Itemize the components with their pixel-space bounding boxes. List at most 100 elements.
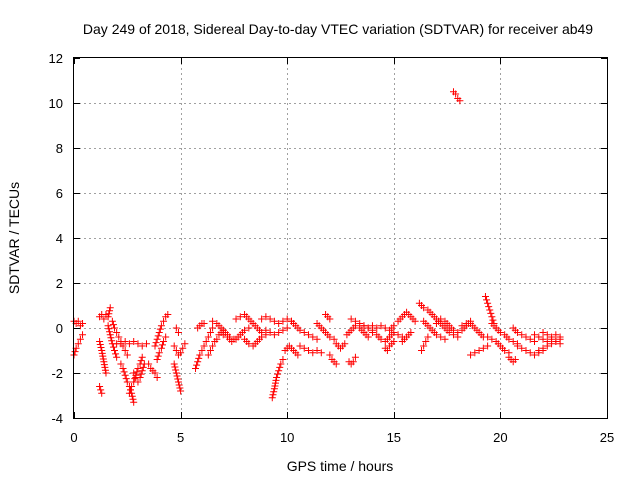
data-point — [275, 329, 283, 336]
data-point — [531, 331, 539, 339]
data-point — [206, 329, 214, 336]
data-point — [153, 356, 161, 363]
data-point — [130, 369, 138, 377]
data-point — [484, 299, 492, 307]
y-tick-label: 8 — [56, 141, 63, 156]
data-point — [115, 333, 123, 341]
data-point — [543, 331, 551, 339]
data-point — [196, 351, 204, 359]
data-point — [102, 369, 110, 377]
data-point — [458, 322, 466, 330]
data-point — [109, 343, 117, 351]
data-point — [513, 342, 521, 350]
data-point — [171, 363, 179, 371]
data-point — [364, 324, 372, 332]
x-axis-label: GPS time / hours — [287, 458, 394, 474]
data-point — [145, 360, 153, 368]
y-axis-label: SDTVAR / TECUs — [6, 182, 22, 294]
data-point — [97, 344, 105, 351]
y-tick-label: 10 — [49, 96, 63, 111]
data-point — [418, 347, 426, 354]
y-tick-label: 4 — [56, 231, 63, 246]
data-point — [309, 333, 317, 341]
data-point — [258, 333, 266, 341]
data-point — [134, 378, 142, 386]
data-point — [160, 338, 168, 345]
data-point — [269, 391, 277, 399]
data-point — [193, 361, 201, 369]
data-point — [422, 338, 430, 345]
data-point — [373, 324, 381, 332]
data-point — [511, 356, 519, 363]
data-point — [108, 317, 116, 325]
data-point — [172, 324, 180, 332]
data-point — [488, 335, 496, 343]
data-point — [381, 324, 389, 332]
data-point — [153, 335, 161, 343]
data-point — [488, 313, 496, 321]
x-tick-label: 10 — [280, 430, 294, 445]
data-point — [176, 384, 184, 392]
data-point — [120, 368, 128, 376]
data-point — [518, 344, 526, 352]
data-point — [79, 320, 87, 327]
data-point — [96, 338, 104, 345]
data-point — [531, 351, 539, 359]
data-point — [134, 340, 142, 348]
data-point — [283, 315, 291, 323]
data-point — [535, 333, 543, 341]
data-point — [539, 344, 547, 352]
data-point — [111, 324, 119, 332]
data-point — [296, 342, 304, 350]
data-point — [155, 329, 163, 336]
data-point — [518, 331, 526, 339]
data-point — [104, 322, 112, 330]
data-point — [138, 367, 146, 375]
data-point — [420, 342, 428, 350]
data-point — [170, 360, 178, 368]
data-point — [394, 331, 402, 339]
data-point — [174, 375, 182, 383]
data-point — [125, 340, 133, 348]
data-point — [368, 329, 376, 336]
data-point — [107, 334, 115, 342]
data-point — [192, 365, 200, 372]
data-point — [420, 304, 428, 312]
data-point — [209, 324, 217, 332]
data-point — [138, 353, 146, 361]
data-point — [276, 363, 284, 371]
data-point — [467, 351, 475, 359]
data-point — [106, 307, 114, 315]
data-point — [275, 367, 283, 375]
data-point — [74, 317, 82, 325]
data-point — [475, 347, 483, 354]
data-point — [543, 342, 551, 350]
data-point — [526, 335, 534, 343]
data-point — [117, 360, 125, 368]
data-point — [351, 317, 359, 325]
x-tick-label: 5 — [177, 430, 184, 445]
data-point — [137, 357, 145, 365]
data-point — [411, 317, 419, 325]
data-point — [157, 344, 165, 352]
data-point — [332, 360, 340, 368]
plot-frame — [73, 57, 608, 419]
data-point — [481, 293, 489, 300]
data-point — [377, 335, 385, 343]
data-point — [151, 342, 159, 350]
data-point — [351, 353, 359, 361]
data-point — [535, 347, 543, 354]
data-point — [258, 315, 266, 323]
data-point — [174, 378, 182, 386]
data-point — [390, 338, 398, 345]
data-point — [122, 375, 130, 383]
data-point — [162, 333, 170, 341]
grid-lines — [74, 58, 607, 418]
data-point — [123, 351, 131, 359]
data-point — [170, 342, 178, 350]
data-point — [106, 331, 114, 339]
data-point — [279, 356, 287, 363]
data-point — [181, 340, 189, 348]
data-point — [160, 317, 168, 325]
